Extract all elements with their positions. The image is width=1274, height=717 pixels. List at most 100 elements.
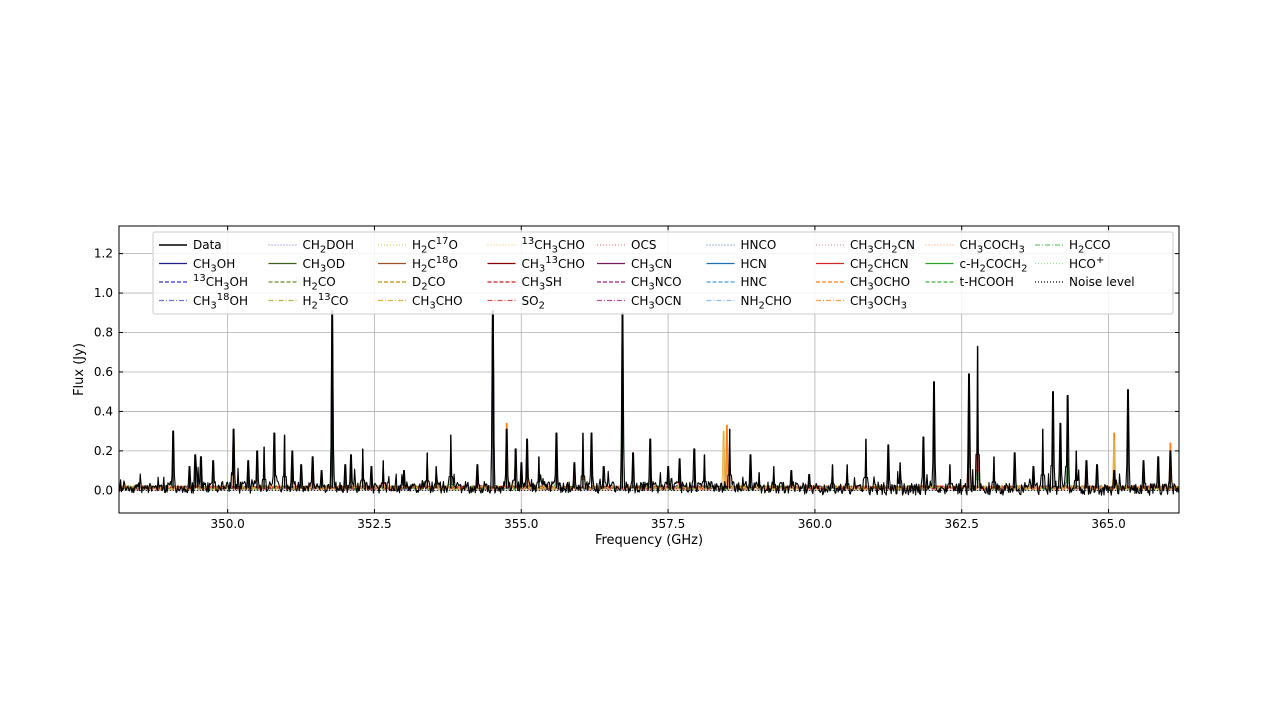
legend-label-box: H2C17O	[412, 237, 458, 255]
legend-label: CH3OCN	[631, 293, 682, 311]
legend-label: D2CO	[412, 275, 446, 292]
legend-label: CH2CHCN	[850, 256, 909, 274]
legend-label: 13CH3CHO	[521, 236, 585, 255]
legend-label-box: CH3COCH3	[959, 238, 1025, 255]
legend-entry: CH313CHO	[487, 254, 585, 274]
legend-label: CH3CN	[631, 256, 673, 274]
legend-label: t-HCOOH	[959, 275, 1014, 289]
series-line	[119, 310, 1179, 496]
legend-label: 13CH3OH	[193, 273, 248, 292]
legend-label-box: CH3SH	[521, 275, 562, 292]
legend-label: H2CCO	[1069, 238, 1111, 255]
legend-entry: CH3SH	[487, 275, 562, 292]
legend-entry: CH3OH	[159, 256, 236, 274]
legend-label: CH3OCH3	[850, 293, 908, 311]
legend-label: CH3NCO	[631, 275, 682, 292]
legend-label-box: Data	[193, 238, 222, 252]
legend-entry: H2C17O	[378, 237, 458, 255]
legend-label-box: CH3NCO	[631, 275, 682, 292]
legend-label: CH3OD	[302, 256, 345, 274]
legend-label-box: CH2CHCN	[850, 256, 909, 274]
legend-label-box: HNCO	[740, 238, 777, 252]
legend: DataCH3OH13CH3OHCH318OHCH2DOHCH3ODH2COH2…	[152, 231, 1174, 315]
legend-label-box: CH3CHO	[412, 293, 463, 311]
series-lines	[119, 310, 1179, 496]
legend-entry: HNC	[706, 275, 767, 289]
legend-label: HNC	[740, 275, 767, 289]
legend-label: CH3SH	[521, 275, 562, 292]
y-tick-label: 1.0	[94, 286, 113, 300]
y-tick-label: 1.2	[94, 247, 113, 261]
legend-label-box: CH3OD	[302, 256, 345, 274]
axis-ticks: 350.0 352.5 355.0 357.5 360.0 362.5 365.0 0.0 0.…	[94, 226, 1179, 531]
y-tick-label: 0.6	[94, 365, 113, 379]
legend-label: H2C18O	[412, 254, 458, 274]
legend-label: CH3CH2CN	[850, 238, 915, 255]
legend-entry: H2CO	[268, 275, 336, 292]
legend-label-box: CH3CH2CN	[850, 238, 915, 255]
legend-entry: CH3NCO	[597, 275, 682, 292]
legend-entry: CH3COCH3	[925, 238, 1025, 255]
x-tick-label: 355.0	[504, 517, 538, 531]
legend-entry: t-HCOOH	[925, 275, 1014, 289]
legend-label-box: OCS	[631, 238, 657, 252]
legend-label: CH318OH	[193, 291, 248, 311]
legend-label: H213CO	[302, 291, 349, 311]
legend-entry: HNCO	[706, 238, 777, 252]
legend-label: CH3OCHO	[850, 275, 911, 292]
legend-label: HNCO	[740, 238, 777, 252]
legend-label: Noise level	[1069, 275, 1135, 289]
legend-label-box: HCO+	[1069, 254, 1105, 271]
legend-entry: OCS	[597, 238, 657, 252]
legend-label: CH3COCH3	[959, 238, 1025, 255]
legend-entry: Data	[159, 238, 222, 252]
legend-label: Data	[193, 238, 222, 252]
legend-label-box: Noise level	[1069, 275, 1135, 289]
legend-entry: CH2CHCN	[816, 256, 909, 274]
legend-label-box: SO2	[521, 293, 545, 311]
x-tick-label: 360.0	[798, 517, 832, 531]
legend-entry: NH2CHO	[706, 293, 792, 311]
y-tick-label: 0.8	[94, 326, 113, 340]
legend-entry: CH318OH	[159, 291, 248, 311]
legend-entry: D2CO	[378, 275, 446, 292]
legend-entry: 13CH3OH	[159, 273, 248, 292]
legend-entry: c-H2COCH2	[925, 257, 1027, 273]
legend-label-box: 13CH3CHO	[521, 236, 585, 255]
legend-label: SO2	[521, 293, 545, 311]
x-tick-label: 357.5	[651, 517, 685, 531]
legend-entry: HCN	[706, 257, 767, 271]
legend-label: CH3OH	[193, 256, 236, 274]
plot-area-frame	[118, 225, 1180, 514]
legend-label-box: H2C18O	[412, 254, 458, 274]
legend-label-box: CH313CHO	[521, 254, 585, 274]
legend-label: HCO+	[1069, 254, 1105, 271]
legend-entry: 13CH3CHO	[487, 236, 585, 255]
legend-label-box: HNC	[740, 275, 767, 289]
legend-label-box: CH3CN	[631, 256, 673, 274]
y-axis-label: Flux (Jy)	[72, 343, 87, 396]
legend-label: CH2DOH	[302, 238, 355, 255]
legend-label-box: CH3OCH3	[850, 293, 908, 311]
legend-label-box: NH2CHO	[740, 293, 792, 311]
x-tick-label: 352.5	[357, 517, 391, 531]
legend-entry: H213CO	[268, 291, 349, 311]
legend-entry: SO2	[487, 293, 545, 311]
legend-label: CH3CHO	[412, 293, 463, 311]
legend-label-box: H2CO	[302, 275, 336, 292]
legend-box	[152, 231, 1174, 315]
x-tick-label: 350.0	[210, 517, 244, 531]
legend-entry: H2C18O	[378, 254, 458, 274]
legend-label: H2CO	[302, 275, 336, 292]
legend-label: OCS	[631, 238, 657, 252]
legend-entry: CH3OCN	[597, 293, 682, 311]
legend-label: NH2CHO	[740, 293, 792, 311]
legend-label: CH313CHO	[521, 254, 585, 274]
legend-label-box: HCN	[741, 257, 767, 271]
legend-entry: CH3CH2CN	[816, 238, 915, 255]
legend-entry: CH2DOH	[268, 238, 355, 255]
legend-entry: HCO+	[1035, 254, 1105, 271]
legend-entry: CH3CHO	[378, 293, 463, 311]
legend-label-box: D2CO	[412, 275, 446, 292]
